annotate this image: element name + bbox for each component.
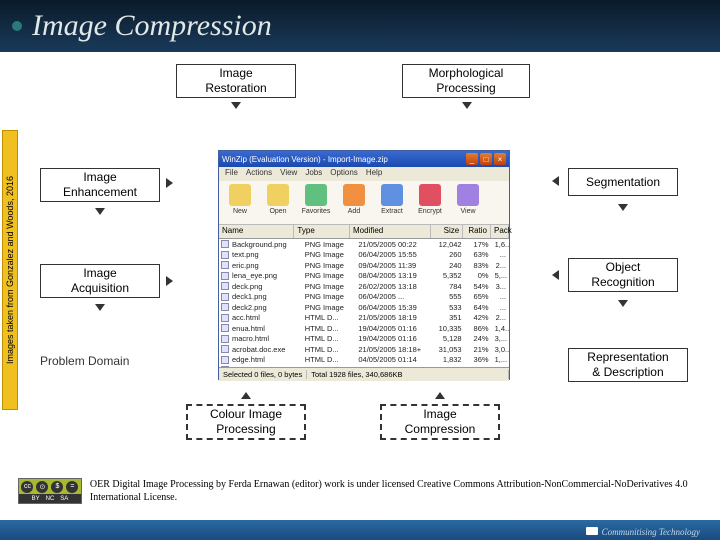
table-row[interactable]: macro.htmlHTML D...19/04/2005 01:165,128… — [219, 334, 509, 345]
arrow-icon — [618, 300, 628, 307]
arrow-icon — [95, 208, 105, 215]
arrow-icon — [618, 204, 628, 211]
arrow-icon — [231, 102, 241, 109]
table-row[interactable]: eric.pngPNG Image09/04/2005 11:3924083%2… — [219, 260, 509, 271]
table-row[interactable]: text.pngPNG Image06/04/2005 15:5526063%.… — [219, 250, 509, 261]
column-header[interactable]: Type — [294, 225, 350, 238]
winzip-title: WinZip (Evaluation Version) - Import-Ima… — [222, 155, 388, 164]
status-right: Total 1928 files, 340,686KB — [307, 370, 509, 379]
box-restoration: ImageRestoration — [176, 64, 296, 98]
minimize-button[interactable]: _ — [466, 153, 478, 165]
arrow-icon — [435, 392, 445, 399]
column-header[interactable]: Size — [431, 225, 463, 238]
column-header[interactable]: Name — [219, 225, 294, 238]
toolbar-button[interactable]: View — [451, 184, 485, 221]
box-morphological: MorphologicalProcessing — [402, 64, 530, 98]
menu-item[interactable]: View — [280, 168, 297, 180]
table-row[interactable]: deck.pngPNG Image26/02/2005 13:1878454%3… — [219, 281, 509, 292]
table-row[interactable]: deck2.pngPNG Image06/04/2005 15:3953364%… — [219, 302, 509, 313]
box-representation: Representation& Description — [568, 348, 688, 382]
winzip-window: WinZip (Evaluation Version) - Import-Ima… — [218, 150, 510, 380]
close-button[interactable]: × — [494, 153, 506, 165]
box-recognition: ObjectRecognition — [568, 258, 678, 292]
box-compression: ImageCompression — [380, 404, 500, 440]
toolbar-button[interactable]: Open — [261, 184, 295, 221]
maximize-button[interactable]: □ — [480, 153, 492, 165]
footer-tagline: Communitising Technology — [586, 527, 700, 537]
citation-sidebar: Images taken from Gonzalez and Woods, 20… — [2, 130, 18, 410]
citation-text: Images taken from Gonzalez and Woods, 20… — [5, 176, 15, 364]
arrow-icon — [166, 178, 173, 188]
menu-item[interactable]: Jobs — [305, 168, 322, 180]
table-row[interactable]: Background.pngPNG Image21/05/2005 00:221… — [219, 239, 509, 250]
winzip-statusbar: Selected 0 files, 0 bytes Total 1928 fil… — [219, 367, 509, 381]
pipeline-diagram: ImageRestoration MorphologicalProcessing… — [22, 58, 702, 458]
table-row[interactable]: edge.htmlHTML D...04/05/2005 01:141,8323… — [219, 355, 509, 366]
table-row[interactable]: acc.htmlHTML D...21/05/2005 18:1935142%2… — [219, 313, 509, 324]
label-problem-domain: Problem Domain — [40, 354, 129, 368]
toolbar-button[interactable]: Add — [337, 184, 371, 221]
menu-item[interactable]: File — [225, 168, 238, 180]
winzip-titlebar: WinZip (Evaluation Version) - Import-Ima… — [219, 151, 509, 167]
arrow-icon — [241, 392, 251, 399]
box-segmentation: Segmentation — [568, 168, 678, 196]
title-bullet — [12, 21, 22, 31]
table-row[interactable]: enua.htmlHTML D...19/04/2005 01:1610,335… — [219, 323, 509, 334]
cc-badge-icon: cc⊙$= BYNCSA — [18, 478, 82, 504]
slide-title: Image Compression — [32, 9, 272, 43]
arrow-icon — [552, 176, 559, 186]
winzip-columns[interactable]: NameTypeModifiedSizeRatioPack — [219, 225, 509, 239]
toolbar-button[interactable]: Encrypt — [413, 184, 447, 221]
table-row[interactable]: morera.htmlHTML D...21/05/2005 18:18+1,2… — [219, 365, 509, 367]
column-header[interactable]: Pack — [491, 225, 509, 238]
arrow-icon — [95, 304, 105, 311]
toolbar-button[interactable]: New — [223, 184, 257, 221]
table-row[interactable]: acrobat.doc.exeHTML D...21/05/2005 18:18… — [219, 344, 509, 355]
box-colour: Colour ImageProcessing — [186, 404, 306, 440]
winzip-file-list[interactable]: Background.pngPNG Image21/05/2005 00:221… — [219, 239, 509, 367]
column-header[interactable]: Ratio — [463, 225, 491, 238]
toolbar-button[interactable]: Favorites — [299, 184, 333, 221]
cc-license-text: OER Digital Image Processing by Ferda Er… — [90, 478, 698, 504]
column-header[interactable]: Modified — [350, 225, 431, 238]
cc-footer: cc⊙$= BYNCSA OER Digital Image Processin… — [18, 478, 698, 504]
menu-item[interactable]: Help — [366, 168, 382, 180]
table-row[interactable]: lena_eye.pngPNG Image08/04/2005 13:195,3… — [219, 271, 509, 282]
status-left: Selected 0 files, 0 bytes — [219, 370, 307, 379]
box-enhancement: ImageEnhancement — [40, 168, 160, 202]
menu-item[interactable]: Options — [330, 168, 358, 180]
arrow-icon — [552, 270, 559, 280]
arrow-icon — [462, 102, 472, 109]
menu-item[interactable]: Actions — [246, 168, 272, 180]
table-row[interactable]: deck1.pngPNG Image06/04/2005 ...55565%..… — [219, 292, 509, 303]
toolbar-button[interactable]: Extract — [375, 184, 409, 221]
slide-title-bar: Image Compression — [0, 0, 720, 52]
arrow-icon — [166, 276, 173, 286]
winzip-toolbar[interactable]: NewOpenFavoritesAddExtractEncryptView — [219, 181, 509, 225]
winzip-menubar[interactable]: File Actions View Jobs Options Help — [219, 167, 509, 181]
box-acquisition: ImageAcquisition — [40, 264, 160, 298]
